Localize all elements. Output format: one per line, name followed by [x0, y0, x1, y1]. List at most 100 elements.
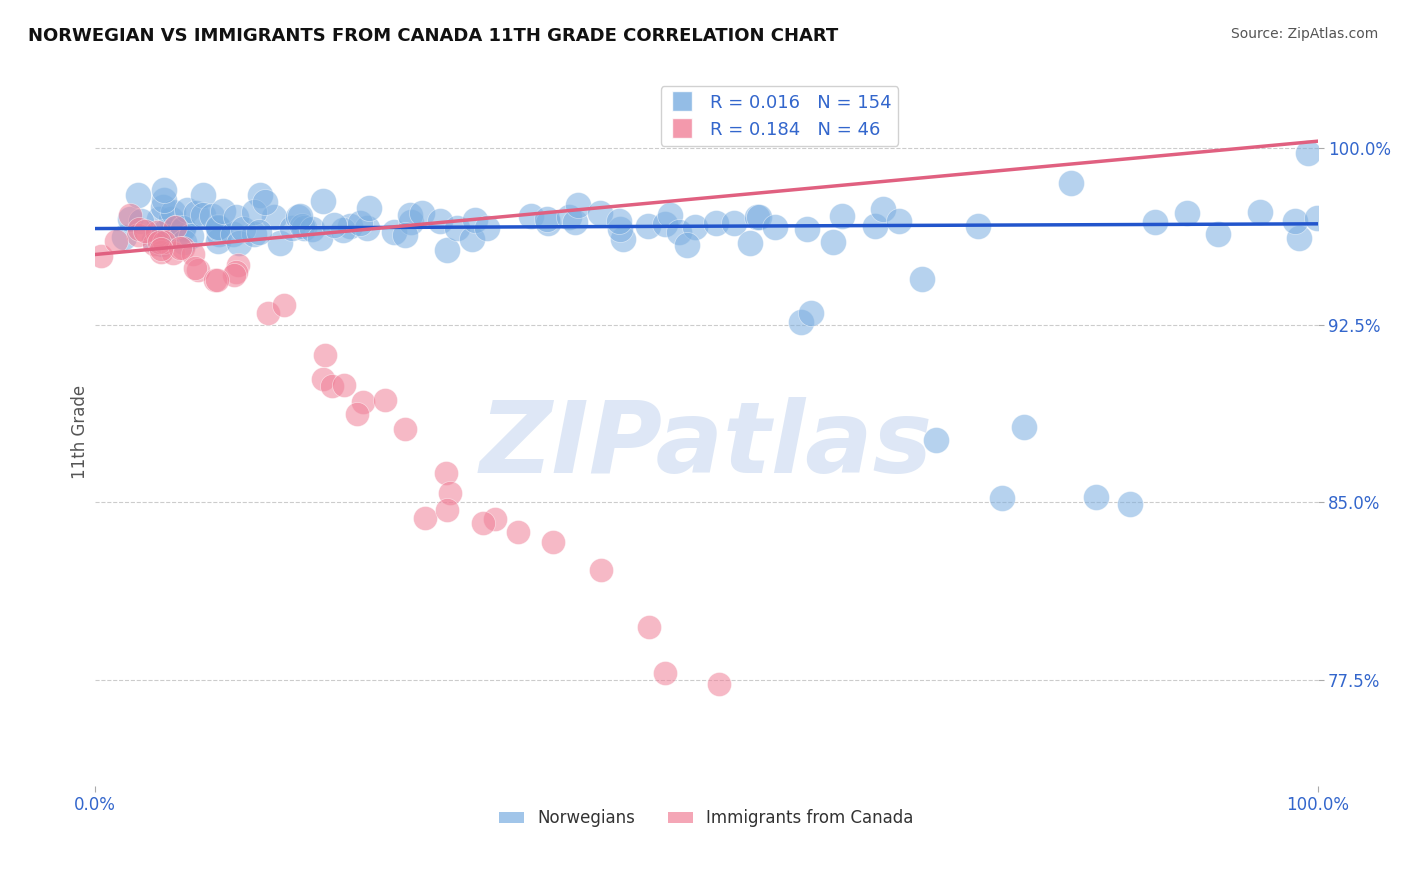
Point — [683, 220, 706, 235]
Point — [394, 227, 416, 242]
Point — [589, 206, 612, 220]
Point — [191, 208, 214, 222]
Point — [112, 230, 135, 244]
Point — [232, 222, 254, 236]
Point — [925, 434, 948, 448]
Point — [165, 220, 187, 235]
Point — [273, 298, 295, 312]
Point — [659, 208, 682, 222]
Point — [612, 232, 634, 246]
Point — [269, 235, 291, 250]
Point — [374, 393, 396, 408]
Point — [436, 243, 458, 257]
Text: ZIPatlas: ZIPatlas — [479, 397, 932, 494]
Point — [654, 217, 676, 231]
Point — [475, 220, 498, 235]
Point — [321, 379, 343, 393]
Point — [228, 235, 250, 250]
Point — [967, 219, 990, 233]
Point — [207, 219, 229, 234]
Point — [184, 205, 207, 219]
Point — [152, 200, 174, 214]
Point — [461, 232, 484, 246]
Point — [148, 212, 170, 227]
Point — [323, 218, 346, 232]
Point — [222, 268, 245, 282]
Point — [831, 209, 853, 223]
Point — [180, 228, 202, 243]
Point — [184, 261, 207, 276]
Point — [763, 220, 786, 235]
Point — [281, 221, 304, 235]
Point — [471, 516, 494, 530]
Point — [332, 377, 354, 392]
Point — [160, 212, 183, 227]
Point — [208, 227, 231, 241]
Point — [222, 227, 245, 241]
Point — [172, 241, 194, 255]
Point — [163, 219, 186, 234]
Point — [118, 209, 141, 223]
Point — [201, 209, 224, 223]
Point — [1306, 211, 1329, 226]
Point — [142, 233, 165, 247]
Point — [1012, 419, 1035, 434]
Point — [311, 194, 333, 209]
Point — [609, 214, 631, 228]
Point — [668, 225, 690, 239]
Point — [287, 210, 309, 224]
Point — [205, 272, 228, 286]
Point — [346, 407, 368, 421]
Point — [104, 235, 127, 249]
Point — [226, 258, 249, 272]
Point — [707, 677, 730, 691]
Point — [434, 466, 457, 480]
Point — [537, 216, 560, 230]
Y-axis label: 11th Grade: 11th Grade — [72, 384, 89, 479]
Point — [339, 219, 361, 234]
Point — [148, 235, 170, 250]
Point — [263, 210, 285, 224]
Point — [312, 372, 335, 386]
Point — [150, 237, 173, 252]
Point — [314, 348, 336, 362]
Point — [172, 222, 194, 236]
Point — [207, 234, 229, 248]
Point — [382, 225, 405, 239]
Point — [519, 210, 541, 224]
Point — [536, 212, 558, 227]
Point — [290, 210, 312, 224]
Point — [162, 245, 184, 260]
Point — [675, 238, 697, 252]
Point — [152, 225, 174, 239]
Point — [564, 214, 586, 228]
Point — [150, 245, 173, 260]
Point — [394, 422, 416, 436]
Point — [872, 202, 894, 216]
Point — [152, 235, 174, 249]
Point — [738, 235, 761, 250]
Point — [911, 272, 934, 286]
Point — [887, 214, 910, 228]
Point — [152, 183, 174, 197]
Point — [204, 273, 226, 287]
Point — [149, 243, 172, 257]
Point — [120, 212, 142, 227]
Point — [127, 188, 149, 202]
Point — [359, 201, 381, 215]
Point — [254, 195, 277, 210]
Point — [638, 620, 661, 634]
Point — [176, 203, 198, 218]
Point — [508, 524, 530, 539]
Point — [609, 222, 631, 236]
Point — [413, 510, 436, 524]
Point — [169, 241, 191, 255]
Point — [439, 485, 461, 500]
Point — [591, 563, 613, 577]
Point — [173, 235, 195, 249]
Point — [242, 227, 264, 242]
Point — [225, 210, 247, 224]
Point — [212, 204, 235, 219]
Point — [1119, 496, 1142, 510]
Point — [991, 491, 1014, 505]
